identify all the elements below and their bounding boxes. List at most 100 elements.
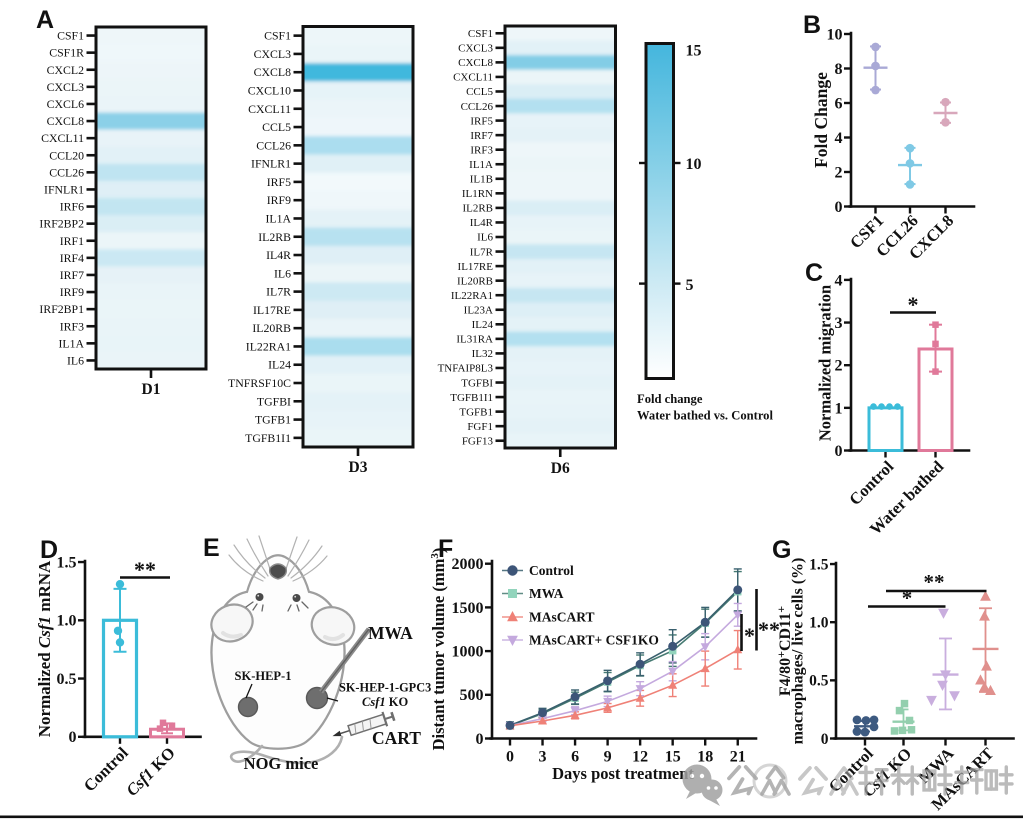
svg-text:CCL5: CCL5: [262, 120, 291, 134]
svg-text:5: 5: [686, 277, 694, 294]
svg-text:*: *: [908, 292, 919, 317]
svg-text:IRF3: IRF3: [470, 144, 493, 156]
svg-text:*: *: [902, 586, 913, 610]
svg-text:Csf1 KO: Csf1 KO: [362, 695, 408, 709]
svg-text:IL20RB: IL20RB: [457, 275, 493, 287]
svg-text:IL22RA1: IL22RA1: [451, 290, 493, 302]
svg-text:**: **: [758, 617, 780, 642]
svg-text:0.5: 0.5: [57, 671, 77, 688]
svg-text:CCL26: CCL26: [256, 138, 291, 152]
svg-text:FGF13: FGF13: [462, 435, 494, 447]
svg-text:CXCL3: CXCL3: [47, 80, 84, 94]
svg-text:IRF7: IRF7: [60, 268, 84, 282]
svg-text:Days post treatment: Days post treatment: [552, 764, 694, 783]
svg-text:MWA: MWA: [529, 586, 564, 601]
svg-text:D6: D6: [551, 460, 570, 477]
svg-text:B: B: [803, 11, 821, 39]
svg-text:F: F: [438, 535, 453, 563]
svg-text:IL20RB: IL20RB: [252, 321, 291, 335]
svg-text:IL1A: IL1A: [469, 159, 493, 171]
svg-text:IRF9: IRF9: [267, 193, 291, 207]
svg-text:TGFBI: TGFBI: [461, 377, 493, 389]
svg-text:Csf1 KO: Csf1 KO: [122, 743, 179, 800]
svg-text:IRF9: IRF9: [60, 285, 84, 299]
svg-text:0: 0: [476, 731, 484, 748]
svg-text:500: 500: [460, 687, 484, 704]
svg-text:IL1A: IL1A: [58, 336, 84, 350]
svg-text:1.5: 1.5: [57, 554, 77, 571]
svg-text:IL1B: IL1B: [470, 174, 493, 186]
svg-text:Fold change: Fold change: [637, 392, 703, 406]
svg-text:TGFB1I1: TGFB1I1: [245, 431, 291, 445]
svg-text:E: E: [203, 534, 220, 562]
svg-text:CXCL10: CXCL10: [248, 84, 291, 98]
svg-text:2: 2: [835, 358, 843, 375]
svg-text:**: **: [134, 557, 156, 582]
svg-text:D3: D3: [349, 459, 368, 476]
svg-text:IL7R: IL7R: [470, 246, 494, 258]
svg-text:IRF5: IRF5: [470, 115, 493, 127]
svg-text:SK-HEP-1-GPC3: SK-HEP-1-GPC3: [339, 681, 431, 695]
svg-text:TGFBI: TGFBI: [257, 394, 291, 408]
svg-text:IL2RB: IL2RB: [258, 230, 291, 244]
svg-text:TGFB1: TGFB1: [255, 413, 291, 427]
svg-text:CSF1R: CSF1R: [49, 46, 84, 60]
svg-text:0: 0: [835, 199, 843, 216]
svg-text:IRF6: IRF6: [60, 200, 84, 214]
svg-text:IFNLR1: IFNLR1: [251, 157, 291, 171]
svg-text:CSF1: CSF1: [468, 28, 493, 40]
svg-text:CART: CART: [372, 728, 421, 748]
svg-text:Distant tumor volume (mm3): Distant tumor volume (mm3): [429, 548, 448, 751]
svg-text:NOG mice: NOG mice: [244, 754, 319, 773]
svg-text:IL6: IL6: [67, 353, 84, 367]
svg-text:IL2RB: IL2RB: [462, 203, 493, 215]
svg-text:TGFB1: TGFB1: [459, 406, 493, 418]
svg-text:A: A: [36, 6, 54, 34]
svg-text:1.0: 1.0: [809, 614, 829, 631]
svg-text:CXCL2: CXCL2: [47, 63, 84, 77]
svg-text:21: 21: [730, 749, 746, 766]
svg-text:CCL26: CCL26: [461, 101, 494, 113]
svg-text:8: 8: [835, 61, 843, 78]
svg-text:Fold Change: Fold Change: [811, 72, 831, 168]
svg-text:IRF2BP1: IRF2BP1: [39, 302, 84, 316]
svg-text:4: 4: [835, 130, 843, 147]
svg-text:Normalized migration: Normalized migration: [816, 285, 835, 441]
svg-text:10: 10: [827, 26, 843, 43]
svg-text:CXCL11: CXCL11: [453, 72, 493, 84]
svg-text:1000: 1000: [452, 644, 484, 661]
svg-text:SK-HEP-1: SK-HEP-1: [235, 669, 292, 683]
svg-text:IL4R: IL4R: [266, 248, 291, 262]
svg-text:2000: 2000: [452, 556, 484, 573]
svg-text:CCL26: CCL26: [49, 165, 84, 179]
svg-text:IL6: IL6: [274, 266, 291, 280]
svg-text:D: D: [40, 536, 58, 564]
svg-text:0.5: 0.5: [809, 673, 829, 690]
svg-text:TNFRSF10C: TNFRSF10C: [228, 376, 291, 390]
svg-text:CCL20: CCL20: [49, 148, 84, 162]
svg-text:18: 18: [697, 749, 713, 766]
svg-text:1.0: 1.0: [57, 613, 77, 630]
svg-text:IRF7: IRF7: [470, 130, 493, 142]
svg-text:IL7R: IL7R: [266, 285, 291, 299]
svg-text:IL17RE: IL17RE: [253, 303, 291, 317]
svg-text:15: 15: [665, 749, 681, 766]
svg-text:FGF1: FGF1: [467, 421, 493, 433]
svg-text:0: 0: [69, 729, 77, 746]
svg-text:0: 0: [821, 731, 829, 748]
svg-text:IRF2BP2: IRF2BP2: [39, 217, 84, 231]
svg-text:C: C: [805, 259, 823, 287]
svg-text:1500: 1500: [452, 600, 484, 617]
svg-text:MAsCART+ CSF1KO: MAsCART+ CSF1KO: [529, 633, 659, 648]
svg-text:3: 3: [539, 749, 547, 766]
svg-text:1.5: 1.5: [809, 556, 829, 573]
svg-text:IL6: IL6: [477, 232, 493, 244]
svg-text:D1: D1: [142, 381, 161, 398]
svg-text:IL31RA: IL31RA: [456, 334, 493, 346]
svg-text:IL32: IL32: [472, 348, 493, 360]
svg-text:IL23A: IL23A: [464, 305, 493, 317]
svg-text:CXCL8: CXCL8: [254, 65, 291, 79]
svg-text:F4/80+CD11+: F4/80+CD11+: [774, 606, 794, 696]
svg-text:TNFAIP8L3: TNFAIP8L3: [438, 363, 494, 375]
svg-text:MAsCART: MAsCART: [529, 610, 595, 625]
